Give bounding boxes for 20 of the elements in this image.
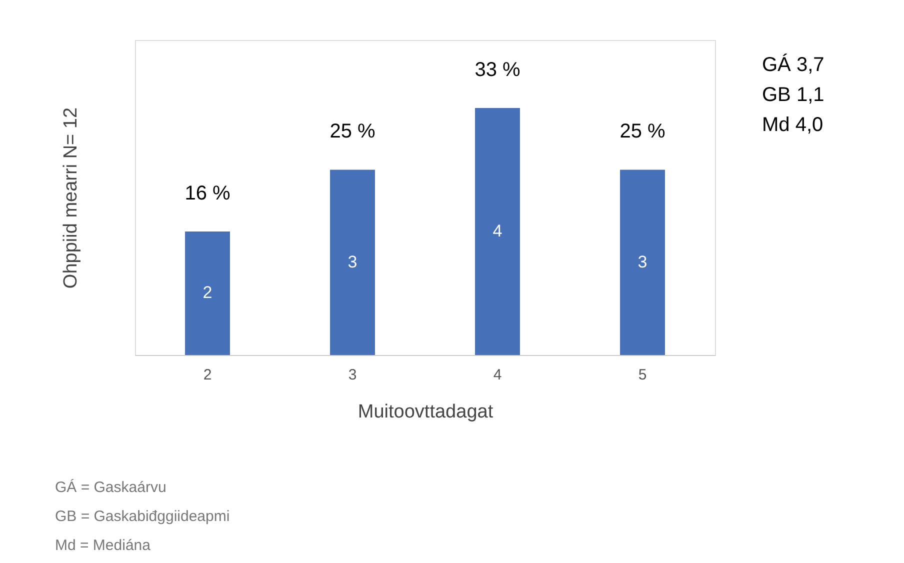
- annotation: 16 %: [184, 182, 231, 204]
- text: Md = Mediána: [55, 537, 152, 554]
- text: GB 1,1: [762, 84, 824, 106]
- x-tick-label: 4: [493, 366, 502, 384]
- x-tick-label: 2: [203, 366, 212, 384]
- text: GÁ = Gaskaárvu: [55, 478, 166, 496]
- annotation: 25 %: [620, 120, 666, 143]
- annotation: 25 %: [330, 120, 376, 143]
- text: GB = Gaskabiđggiideapmi: [55, 508, 230, 525]
- x-axis-title: Muitoovttadagat: [358, 402, 494, 422]
- x-tick-label: 3: [348, 366, 357, 384]
- annotation: 33 %: [474, 58, 521, 81]
- x-tick-label: 5: [638, 366, 647, 384]
- data-label: 2: [202, 283, 212, 302]
- text: GÁ 3,7: [762, 53, 824, 76]
- y-axis-title: Ohppiid mearri N= 12: [60, 107, 82, 289]
- text: Md 4,0: [762, 114, 824, 136]
- data-label: 4: [492, 221, 502, 240]
- data-label: 3: [638, 252, 648, 272]
- data-label: 3: [348, 252, 358, 272]
